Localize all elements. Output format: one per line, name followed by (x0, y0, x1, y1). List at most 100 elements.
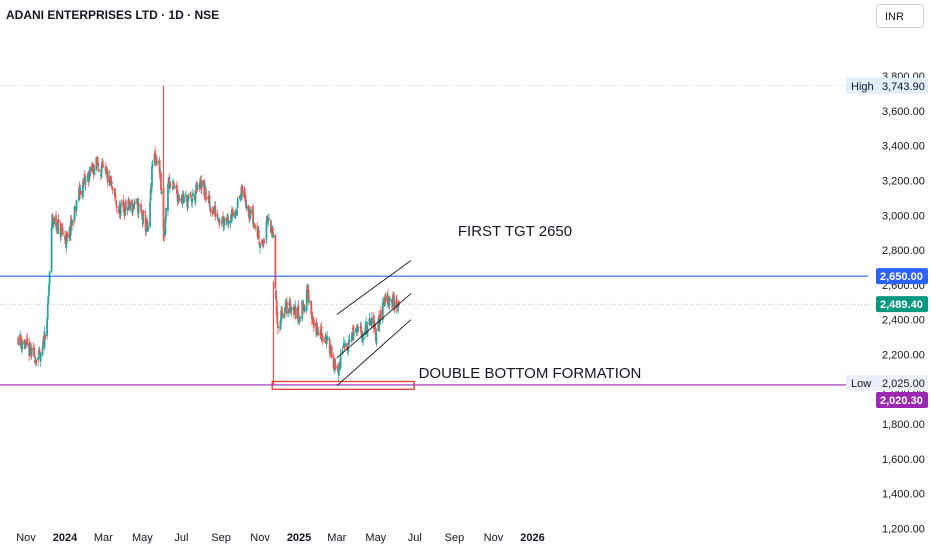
candle-body (392, 292, 395, 298)
candle-body (356, 326, 359, 328)
candle-body (105, 165, 107, 172)
candle-body (261, 240, 263, 244)
candle-body (75, 200, 78, 210)
candle-body (265, 221, 268, 240)
candle-body (353, 332, 355, 335)
annotation-first-target: FIRST TGT 2650 (458, 223, 572, 240)
candle-body (297, 305, 300, 319)
candle-body (120, 203, 123, 205)
candle-body (190, 194, 192, 197)
high-label: High (851, 81, 874, 93)
candle-body (171, 185, 174, 187)
candle-body (290, 306, 293, 312)
candle-body (342, 342, 345, 347)
candle-body (372, 315, 375, 329)
candle-body (33, 347, 36, 358)
candle-body (97, 163, 100, 167)
candle-body (113, 188, 116, 191)
candle-body (231, 209, 233, 221)
candle-body (339, 354, 342, 369)
candle-body (364, 323, 367, 334)
candle-body (341, 349, 344, 354)
low-label-bg (846, 374, 928, 391)
candle-body (225, 222, 228, 224)
candle-body (243, 188, 246, 195)
candle-body (174, 187, 176, 189)
candle-body (176, 184, 178, 194)
candle-body (371, 317, 373, 325)
candle-body (66, 233, 69, 238)
candle-body (25, 340, 27, 345)
low-line-price-bg (876, 391, 928, 408)
candle-body (303, 307, 306, 312)
candle-body (323, 340, 326, 342)
currency-button[interactable]: INR (876, 4, 924, 28)
candle-body (204, 188, 207, 200)
candle-body (128, 199, 130, 209)
candle-body (131, 199, 134, 212)
candle-body (142, 211, 144, 224)
support-box (271, 380, 415, 390)
x-tick-label: Nov (250, 532, 270, 544)
target-price-label-bg (876, 268, 928, 285)
candle-body (338, 363, 341, 371)
x-tick-label: Jul (408, 532, 422, 544)
candle-body (17, 337, 20, 345)
candle-body (375, 334, 378, 345)
candle-body (241, 185, 244, 195)
candle-body (21, 341, 24, 344)
candle-body (239, 197, 242, 200)
x-tick-label: Jul (174, 532, 188, 544)
candle-body (60, 224, 63, 232)
candle-body (146, 221, 149, 230)
candle-body (392, 294, 394, 307)
candle-body (229, 220, 232, 223)
candle-body (305, 289, 308, 311)
candle-body (236, 210, 238, 216)
candle-body (50, 226, 53, 272)
candle-body (89, 167, 91, 177)
candle-body (397, 303, 400, 309)
candle-body (257, 230, 260, 240)
candle-body (321, 335, 324, 342)
candle-body (220, 221, 223, 224)
x-tick-label: Mar (94, 532, 113, 544)
candle-body (365, 321, 368, 324)
candle-body (173, 186, 176, 188)
y-tick-label: 3,400.00 (882, 141, 925, 153)
candle-body (247, 206, 250, 215)
candle-body (216, 217, 219, 220)
candle-body (30, 347, 33, 356)
candle-body (19, 335, 22, 341)
candle-body (388, 297, 391, 307)
candle-body (129, 202, 132, 209)
candle-body (286, 301, 288, 315)
candle-body (24, 345, 27, 347)
candle-body (151, 166, 153, 188)
candlestick-series (17, 85, 400, 385)
candle-body (177, 197, 180, 200)
candle-body (266, 216, 269, 219)
candle-body (317, 329, 320, 336)
x-tick-label: Sep (211, 532, 231, 544)
candle-body (165, 207, 167, 219)
high-label-bg (846, 77, 928, 94)
candle-body (39, 352, 42, 361)
candle-body (383, 301, 386, 305)
candle-body (80, 191, 82, 194)
y-tick-label: 3,000.00 (882, 210, 925, 222)
candle-body (270, 220, 272, 233)
candle-body (348, 339, 350, 346)
y-tick-label: 1,600.00 (882, 454, 925, 466)
candle-body (254, 225, 257, 228)
candle-body (369, 321, 371, 324)
candle-body (60, 227, 63, 237)
candle-body (350, 340, 353, 343)
candle-body (205, 196, 208, 200)
candle-body (330, 346, 333, 358)
candle-body (156, 162, 158, 164)
candle-body (227, 220, 230, 225)
channel-line (336, 293, 412, 359)
candle-body (266, 217, 268, 224)
